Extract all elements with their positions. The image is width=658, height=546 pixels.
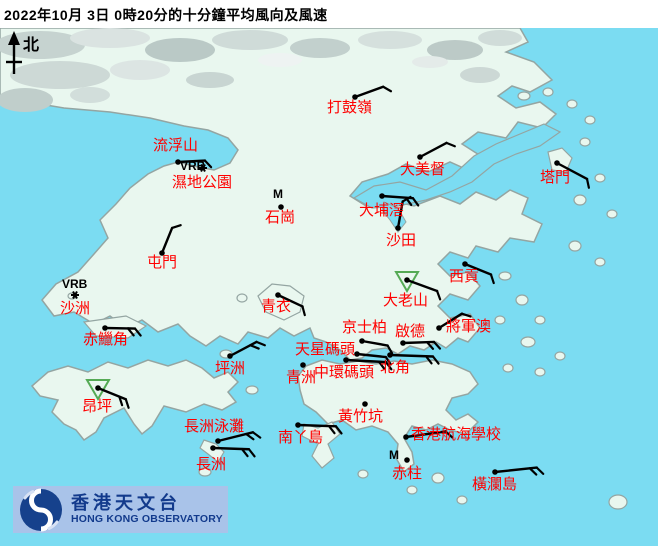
wind-barb-feather (171, 224, 182, 230)
wind-barb-feather (240, 447, 249, 458)
wind-barb-feather (382, 85, 393, 93)
wind-barb-shaft (404, 430, 447, 439)
wind-barb-feather (124, 398, 130, 409)
tolo-harbour (352, 123, 562, 209)
wind-barb-shaft (353, 85, 385, 99)
wind-barb-feather (377, 360, 386, 371)
wind-barb-shaft (276, 293, 304, 308)
wind-barb-feather (435, 289, 442, 301)
wind-barb-feather (460, 312, 472, 318)
wind-barb-shaft (418, 141, 448, 159)
wind-barb-shaft (396, 200, 404, 230)
wind-barb-feather (245, 432, 255, 441)
wind-barb-shaft (555, 161, 589, 181)
wind-barb-feather (301, 305, 306, 317)
wind-barb-shaft (211, 446, 251, 451)
shatin-channel (381, 201, 407, 233)
north-label: 北 (23, 37, 40, 54)
hko-logo-bar: 香港天文台 HONG KONG OBSERVATORY (13, 486, 228, 533)
wind-barb-feather (249, 344, 260, 350)
hong-kong-island (297, 359, 480, 474)
wind-barb-feather (384, 355, 392, 366)
wind-barb-feather (432, 340, 442, 350)
wind-barb-shaft (176, 159, 207, 164)
station-dot (278, 204, 284, 210)
tsing-yi-island (257, 283, 305, 321)
wind-barb-feather (431, 355, 440, 365)
wind-barb-feather (424, 355, 433, 365)
wind-barb-feather (401, 195, 412, 203)
variable-wind-asterisk-icon (72, 291, 78, 299)
wind-barb-feather (386, 344, 394, 355)
wind-barb-feather (247, 448, 256, 458)
lantau-island (30, 359, 240, 442)
wind-barb-feather (334, 425, 343, 435)
wind-barb-feather (327, 424, 336, 435)
wind-barb-feather (255, 340, 266, 347)
wind-barb-shaft (405, 278, 439, 293)
title-background (0, 0, 658, 28)
station-dot (300, 362, 306, 368)
tap-mun-island (547, 147, 573, 173)
cheung-chau-island (199, 439, 225, 463)
wind-barb-shaft (228, 340, 258, 358)
hko-name-en: HONG KONG OBSERVATORY (71, 512, 223, 525)
wind-barb-shaft (401, 340, 436, 345)
wind-barb-feather (585, 177, 590, 189)
wind-barb-feather (445, 141, 456, 148)
wind-barb-shaft (103, 326, 137, 330)
wind-barb-feather (425, 341, 435, 350)
wind-barb-feather (126, 327, 135, 337)
hko-name-zh: 香港天文台 (71, 492, 181, 513)
station-dot (404, 457, 410, 463)
wind-barb-feather (444, 430, 454, 439)
map-title: 2022年10月 3日 0時20分的十分鐘平均風向及風速 (4, 7, 328, 23)
wind-barb-feather (251, 431, 262, 439)
wind-barb-shaft (463, 262, 493, 276)
wind-barb-shaft (360, 339, 389, 347)
wind-barb-feather (118, 395, 124, 407)
north-arrow-icon (6, 31, 22, 74)
wind-barb-feather (203, 159, 213, 169)
wind-barb-feather (133, 327, 142, 337)
wind-barb-feather (384, 360, 393, 371)
wind-barb-shaft (355, 352, 388, 359)
wind-barb-feather (528, 467, 538, 476)
station-dot (362, 401, 368, 407)
urban-texture (0, 28, 522, 112)
wind-barb-feather (535, 466, 545, 475)
wind-barb-feather (411, 197, 420, 207)
lamma-island (301, 421, 341, 469)
wind-barb-feather (489, 273, 495, 285)
wind-barb-shaft (96, 386, 128, 401)
wind-barb-shaft (160, 226, 174, 255)
variable-wind-asterisk-icon (200, 164, 206, 172)
hko-logo-icon (20, 488, 62, 531)
wind-barb-shaft (437, 312, 464, 330)
